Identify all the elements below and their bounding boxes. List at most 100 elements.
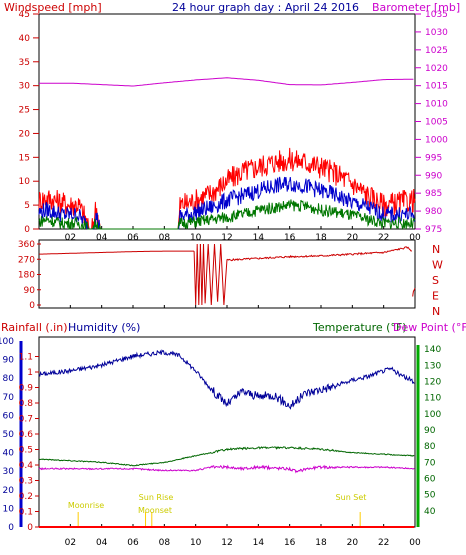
temperature-y-tick-label: 80 xyxy=(424,442,436,452)
x-tick-label: 08 xyxy=(159,538,171,548)
x-tick-label: 18 xyxy=(315,538,327,548)
rainfall-y-tick-label: 0.4 xyxy=(19,461,34,471)
wind-y-tick-label: 40 xyxy=(19,34,31,44)
wind-direction-line xyxy=(38,250,195,255)
series-line-temperature-f- xyxy=(38,445,415,467)
x-tick-label: 12 xyxy=(221,538,232,548)
x-tick-label: 14 xyxy=(253,538,265,548)
humidity-y-tick-label: 90 xyxy=(3,356,15,366)
direction-y-tick-label: 180 xyxy=(18,271,35,281)
wind-y-tick-label: 30 xyxy=(19,82,31,92)
direction-y-tick-label: 270 xyxy=(18,255,35,265)
rainfall-y-tick-label: 0.9 xyxy=(19,384,34,394)
barometer-y-tick-label: 1035 xyxy=(425,10,448,20)
humidity-y-tick-label: 0 xyxy=(8,523,14,533)
event-label: Sun Set xyxy=(336,493,367,502)
rain-humidity-temperature-panel: Rainfall (.in) Humidity (%) Temperature … xyxy=(0,321,466,548)
barometer-y-tick-label: 1010 xyxy=(425,100,448,110)
compass-label: W xyxy=(432,259,443,272)
rainfall-y-tick-label: 0.2 xyxy=(19,492,33,502)
wind-y-tick-label: 25 xyxy=(19,106,30,116)
x-tick-label: 10 xyxy=(190,538,202,548)
humidity-y-tick-label: 20 xyxy=(3,486,15,496)
series-line-wind-average xyxy=(38,199,416,230)
wind-direction-line xyxy=(217,243,228,306)
barometer-y-tick-label: 1015 xyxy=(425,82,448,92)
compass-label: N xyxy=(432,243,440,256)
wind-direction-line xyxy=(199,243,219,306)
compass-label: E xyxy=(432,290,439,303)
temperature-axis-label: Temperature (°F) xyxy=(312,321,407,334)
rainfall-y-tick-label: 0.8 xyxy=(19,399,34,409)
x-tick-label: 18 xyxy=(315,233,327,243)
event-label: Moonrise xyxy=(68,501,104,510)
temperature-y-tick-label: 120 xyxy=(424,377,441,387)
temperature-y-tick-label: 40 xyxy=(424,507,436,517)
x-tick-label: 20 xyxy=(347,538,359,548)
event-label: Sun Rise xyxy=(139,493,174,502)
humidity-y-tick-label: 60 xyxy=(3,411,15,421)
wind-direction-line xyxy=(193,243,201,306)
temperature-y-tick-label: 60 xyxy=(424,474,436,484)
humidity-y-tick-label: 80 xyxy=(3,374,15,384)
barometer-axis-label: Barometer [mb] xyxy=(372,1,460,14)
x-tick-label: 06 xyxy=(127,233,139,243)
event-label: Moonset xyxy=(138,506,172,515)
chart-title: 24 hour graph day : April 24 2016 xyxy=(172,1,359,14)
wind-direction-line xyxy=(412,287,416,297)
windspeed-axis-label: Windspeed [mph] xyxy=(4,1,102,14)
dewpoint-axis-label: Dew Point (°F) xyxy=(393,321,466,334)
humidity-y-tick-label: 30 xyxy=(3,467,15,477)
rainfall-y-tick-label: 0.3 xyxy=(19,477,33,487)
series-line-humidity- xyxy=(38,349,415,410)
wind-plot-frame xyxy=(38,13,416,230)
barometer-y-tick-label: 1025 xyxy=(425,46,448,56)
x-tick-label: 20 xyxy=(347,233,359,243)
series-line-dew-point-f- xyxy=(38,464,415,474)
barometer-y-tick-label: 990 xyxy=(425,171,442,181)
temperature-y-tick-label: 100 xyxy=(424,410,441,420)
temperature-y-tick-label: 70 xyxy=(424,458,436,468)
rainfall-y-tick-label: 0.1 xyxy=(19,508,33,518)
x-tick-label: 16 xyxy=(284,233,296,243)
direction-y-tick-label: 90 xyxy=(24,286,36,296)
direction-plot-frame xyxy=(38,239,416,309)
temperature-y-tick-label: 50 xyxy=(424,491,436,501)
barometer-y-tick-label: 1000 xyxy=(425,135,448,145)
humidity-y-tick-label: 10 xyxy=(3,504,15,514)
rainfall-y-tick-label: 0 xyxy=(27,523,33,533)
direction-y-tick-label: 0 xyxy=(29,301,35,311)
humidity-y-tick-label: 100 xyxy=(0,337,14,347)
rainfall-y-tick-label: 0.7 xyxy=(19,415,33,425)
x-tick-label: 10 xyxy=(190,233,202,243)
rainfall-y-tick-label: 1 xyxy=(27,368,33,378)
barometer-y-tick-label: 1005 xyxy=(425,118,448,128)
humidity-y-tick-label: 40 xyxy=(3,449,15,459)
wind-y-tick-label: 35 xyxy=(19,58,30,68)
wind-barometer-panel: Windspeed [mph] 24 hour graph day : Apri… xyxy=(4,1,460,243)
barometer-y-tick-label: 980 xyxy=(425,207,442,217)
temperature-y-tick-label: 90 xyxy=(424,426,436,436)
x-tick-label: 00 xyxy=(409,538,421,548)
rainfall-axis-label: Rainfall (.in) xyxy=(1,321,68,334)
series-line-barometer-mb- xyxy=(39,77,414,87)
compass-label: N xyxy=(432,305,440,318)
rainfall-y-tick-label: 0.5 xyxy=(19,446,33,456)
x-tick-label: 16 xyxy=(284,538,296,548)
temperature-y-tick-label: 140 xyxy=(424,345,441,355)
x-tick-label: 00 xyxy=(409,233,421,243)
x-tick-label: 06 xyxy=(127,538,139,548)
x-tick-label: 14 xyxy=(253,233,265,243)
wind-y-tick-label: 20 xyxy=(19,129,31,139)
wind-y-tick-label: 5 xyxy=(24,201,30,211)
barometer-y-tick-label: 1020 xyxy=(425,64,448,74)
humidity-y-tick-label: 50 xyxy=(3,430,15,440)
rainfall-y-tick-label: 1.1 xyxy=(19,353,33,363)
barometer-y-tick-label: 985 xyxy=(425,189,442,199)
temperature-y-tick-label: 130 xyxy=(424,361,441,371)
humidity-axis-label: Humidity (%) xyxy=(68,321,140,334)
x-tick-label: 22 xyxy=(378,538,389,548)
x-tick-label: 02 xyxy=(65,538,76,548)
x-tick-label: 04 xyxy=(96,233,108,243)
